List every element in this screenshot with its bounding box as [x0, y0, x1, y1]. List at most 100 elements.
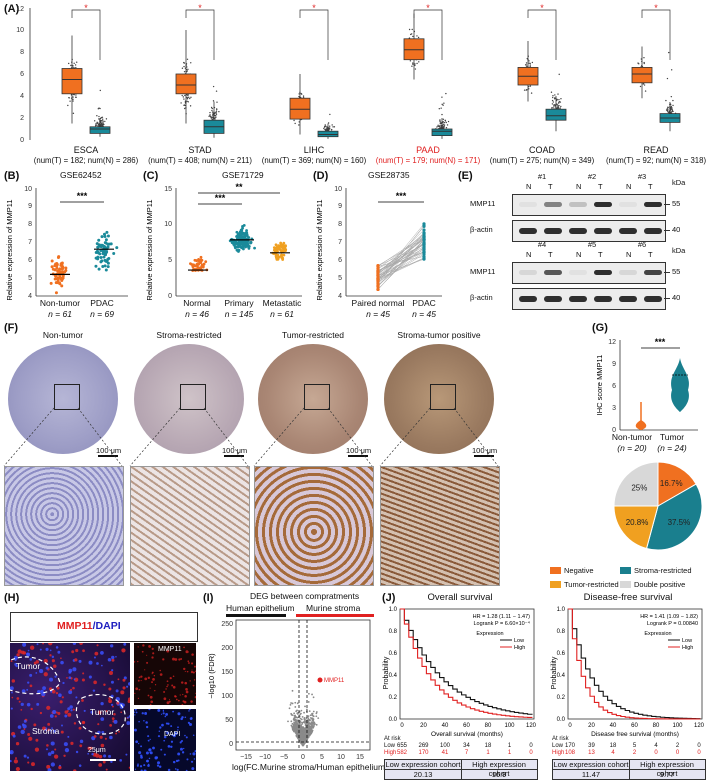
panel-b-group2: PDAC: [90, 298, 114, 308]
panel-j-dfs-atrisk: At risk: [552, 736, 569, 742]
pie-slice-3: [613, 461, 659, 507]
svg-text:Low: Low: [682, 638, 692, 644]
panel-f-title-3: Stroma-tumor positive: [397, 330, 481, 340]
panel-e-top-t-1: T: [598, 182, 603, 191]
panel-h-side-dapi: DAPI: [164, 731, 181, 738]
svg-text:5: 5: [28, 275, 32, 282]
panel-e-top-kda-val-1: 40: [672, 225, 681, 234]
svg-text:40: 40: [442, 723, 449, 729]
panel-b-n2: n = 69: [90, 309, 114, 319]
svg-text:9: 9: [28, 203, 32, 210]
panel-i-ylabel: −log10 (FDR): [207, 653, 216, 699]
svg-text:0: 0: [20, 137, 24, 144]
panel-c-sig1: ***: [215, 193, 226, 203]
panel-c-n2: n = 145: [224, 309, 254, 319]
pie-label-3: 25%: [631, 483, 647, 492]
panel-i-title: DEG between compratments: [250, 591, 360, 601]
panel-j-dfs-risk-low-label: Low: [552, 743, 564, 749]
panel-j-dfs-risk-low-0: 170: [564, 743, 575, 749]
panel-c-label: (C): [143, 170, 159, 182]
svg-text:60: 60: [463, 723, 470, 729]
panel-a-cancer-paad: PAAD: [416, 145, 440, 155]
panel-j-os-risk-high-4: 1: [486, 750, 490, 756]
panel-j-dfs-risk-high-1: 13: [588, 750, 595, 756]
pie-label-2: 20.8%: [626, 518, 649, 527]
panel-j-dfs-risk-high-5: 0: [675, 750, 680, 756]
panel-j-os-risk-low-6: 0: [529, 743, 533, 749]
svg-text:9: 9: [612, 361, 616, 368]
panel-e-top-n-2: N: [626, 182, 632, 191]
panel-a-sig-3: *: [426, 3, 430, 13]
panel-j-os-risk-high-1: 170: [418, 750, 429, 756]
panel-e-bottom-sample-2: #6: [637, 240, 647, 249]
panel-f-zoom-3: [380, 466, 500, 586]
svg-text:120: 120: [526, 723, 537, 729]
panel-a-cancer-read: READ: [643, 145, 669, 155]
panel-a-sig-2: *: [312, 3, 316, 13]
panel-f-title-1: Stroma-restricted: [156, 330, 222, 340]
panel-d-ylabel: Relative expression of MMP11: [315, 199, 324, 300]
panel-j-dfs-risk-high-3: 2: [632, 750, 637, 756]
svg-text:120: 120: [694, 723, 705, 729]
panel-h-title-a: MMP11: [57, 620, 93, 632]
svg-text:−15: −15: [240, 754, 252, 761]
svg-text:6: 6: [28, 257, 32, 264]
panel-h-title-b: /DAPI: [92, 620, 121, 632]
panel-j-dfs-cohort-table: Low expression cohort High expression coh…: [552, 759, 706, 780]
svg-text:HR = 1.28 (1.11 − 1.47): HR = 1.28 (1.11 − 1.47): [473, 614, 531, 620]
svg-text:High: High: [514, 645, 525, 651]
svg-text:5: 5: [320, 754, 324, 761]
svg-text:0: 0: [400, 723, 404, 729]
panel-h-tumor1: Tumor: [16, 661, 41, 671]
panel-f-scale-2: 100 μm: [346, 446, 372, 455]
panel-f-scale-0: 100 μm: [96, 446, 122, 455]
legend-swatch-1: [620, 567, 631, 574]
panel-c-group1: Normal: [183, 298, 211, 308]
svg-text:8: 8: [20, 49, 24, 56]
panel-i-right: Murine stroma: [306, 603, 361, 613]
panel-j-os-risk-high-2: 41: [441, 750, 449, 756]
panel-e-label: (E): [458, 170, 473, 182]
svg-text:10: 10: [164, 221, 172, 228]
panel-c-group2: Primary: [224, 298, 254, 308]
panel-d-sig: ***: [396, 191, 407, 201]
panel-b-ylabel: Relative expression of MMP11: [5, 199, 14, 300]
legend-label-3: Double positive: [634, 580, 686, 589]
panel-c-n3: n = 61: [270, 309, 294, 319]
panel-a-label: (A): [4, 3, 20, 15]
svg-text:100: 100: [672, 723, 683, 729]
svg-text:0.4: 0.4: [389, 673, 398, 679]
panel-j-dfs-risk-high-4: 0: [654, 750, 658, 756]
svg-text:0.2: 0.2: [557, 695, 566, 701]
panel-f-zoom-2: [254, 466, 374, 586]
panel-e-bottom-t-2: T: [648, 250, 653, 259]
panel-e-top-blot-1: [512, 220, 666, 242]
panel-e-top-sample-2: #3: [637, 172, 647, 181]
panel-j-os-risk-low-label: Low: [384, 743, 396, 749]
legend-label-1: Stroma-restricted: [634, 566, 692, 575]
panel-j-dfs-risk-high-2: 4: [611, 750, 615, 756]
panel-a-cancer-stad: STAD: [188, 145, 212, 155]
svg-text:Disease free survival (months): Disease free survival (months): [591, 731, 679, 738]
panel-c-ylabel: Relative expression of MMP11: [145, 199, 154, 300]
panel-e-top-sample-1: #2: [587, 172, 597, 181]
svg-text:3: 3: [612, 405, 616, 412]
panel-e-top-n-0: N: [526, 182, 532, 191]
legend-swatch-2: [550, 581, 561, 588]
panel-f-roi-2: [304, 384, 330, 410]
panel-g-n2: (n = 24): [657, 443, 687, 453]
svg-text:6: 6: [20, 71, 24, 78]
panel-j-dfs-cohort-low-value: 11.47: [553, 770, 630, 779]
panel-g-pie: 16.7% 37.5% 20.8% 25%: [613, 461, 703, 551]
panel-d-n2: n = 45: [412, 309, 436, 319]
panel-j-os-atrisk: At risk: [384, 736, 401, 742]
svg-text:10: 10: [16, 27, 24, 34]
panel-i-label: (I): [203, 592, 214, 604]
panel-j-os-cohort-low-label: Low expression cohort: [385, 760, 462, 770]
panel-f-roi-3: [430, 384, 456, 410]
panel-a-sig-1: *: [198, 3, 202, 13]
svg-text:0.8: 0.8: [557, 629, 566, 635]
svg-text:5: 5: [168, 257, 172, 264]
panel-d-title: GSE28735: [368, 170, 410, 180]
